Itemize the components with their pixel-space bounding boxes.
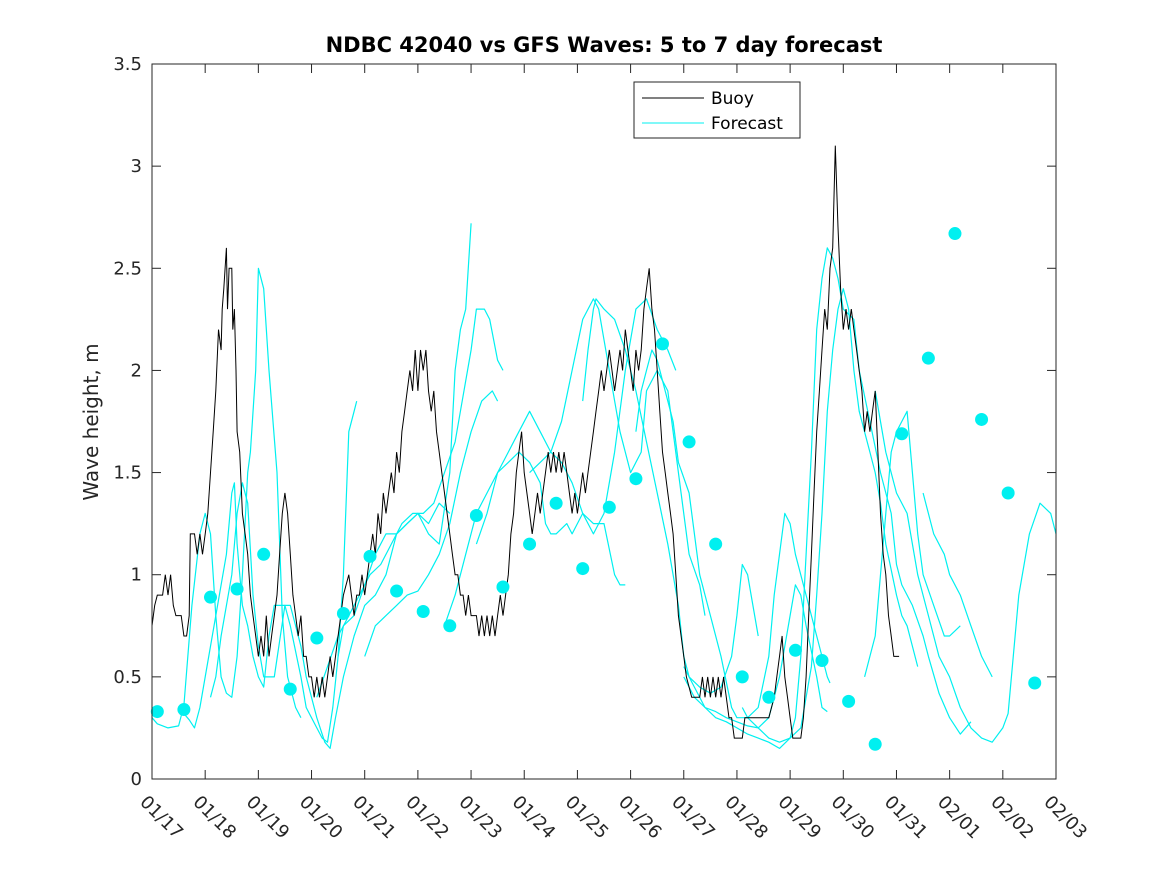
forecast-point: [549, 496, 563, 510]
forecast-line: [151, 267, 302, 729]
y-tick-label: 2.5: [113, 258, 142, 279]
forecast-point: [842, 694, 856, 708]
forecast-point: [868, 737, 882, 751]
forecast-point: [150, 705, 164, 719]
forecast-point: [602, 500, 616, 514]
forecast-point: [815, 654, 829, 668]
forecast-point: [948, 227, 962, 241]
legend-box: [633, 81, 801, 139]
forecast-point: [177, 703, 191, 717]
y-tick-labels: 0 0.5 1 1.5 2 2.5 3 3.5: [113, 54, 142, 790]
forecast-point: [921, 351, 935, 365]
chart-title: NDBC 42040 vs GFS Waves: 5 to 7 day fore…: [326, 33, 883, 57]
forecast-point: [469, 508, 483, 522]
forecast-line: [683, 288, 919, 750]
forecast-point: [576, 562, 590, 576]
legend-label-buoy: Buoy: [711, 89, 754, 109]
forecast-point: [390, 584, 404, 598]
y-tick-label: 0: [131, 769, 142, 790]
forecast-point: [1001, 486, 1015, 500]
axes-box: [151, 63, 1057, 780]
forecast-line: [443, 451, 626, 626]
legend: Buoy Forecast: [633, 81, 801, 139]
forecast-line: [529, 298, 706, 616]
y-tick-label: 1: [131, 565, 142, 586]
forecast-point: [735, 670, 749, 684]
forecast-line: [316, 308, 504, 698]
forecast-point: [336, 607, 350, 621]
y-tick-label: 3.5: [113, 54, 142, 75]
forecast-point: [788, 643, 802, 657]
forecast-line: [582, 298, 759, 694]
forecast-point: [230, 582, 244, 596]
forecast-point: [762, 690, 776, 704]
forecast-point: [203, 590, 217, 604]
forecast-point: [629, 472, 643, 486]
y-tick-label: 2: [131, 360, 142, 381]
forecast-point: [443, 619, 457, 633]
forecast-line: [364, 390, 499, 657]
y-axis-label: Wave height, m: [79, 343, 103, 500]
forecast-point: [975, 412, 989, 426]
y-tick-label: 1.5: [113, 463, 142, 484]
forecast-point: [283, 682, 297, 696]
forecast-point: [682, 435, 696, 449]
forecast-point: [709, 537, 723, 551]
forecast-line: [183, 400, 358, 743]
forecast-line: [874, 390, 1057, 743]
forecast-line: [337, 223, 472, 657]
forecast-point: [310, 631, 324, 645]
forecast-point: [416, 604, 430, 618]
forecast-point: [257, 547, 271, 561]
forecast-line: [922, 492, 993, 678]
y-tick-label: 3: [131, 156, 142, 177]
plot-series: [150, 145, 1057, 751]
forecast-line: [864, 410, 961, 678]
forecast-point: [523, 537, 537, 551]
y-tick-label: 0.5: [113, 667, 142, 688]
forecast-point: [1028, 676, 1042, 690]
forecast-point: [655, 337, 669, 351]
forecast-line: [635, 349, 831, 719]
forecast-point: [496, 580, 510, 594]
forecast-point: [895, 427, 909, 441]
forecast-point: [363, 549, 377, 563]
legend-label-forecast: Forecast: [711, 114, 783, 134]
